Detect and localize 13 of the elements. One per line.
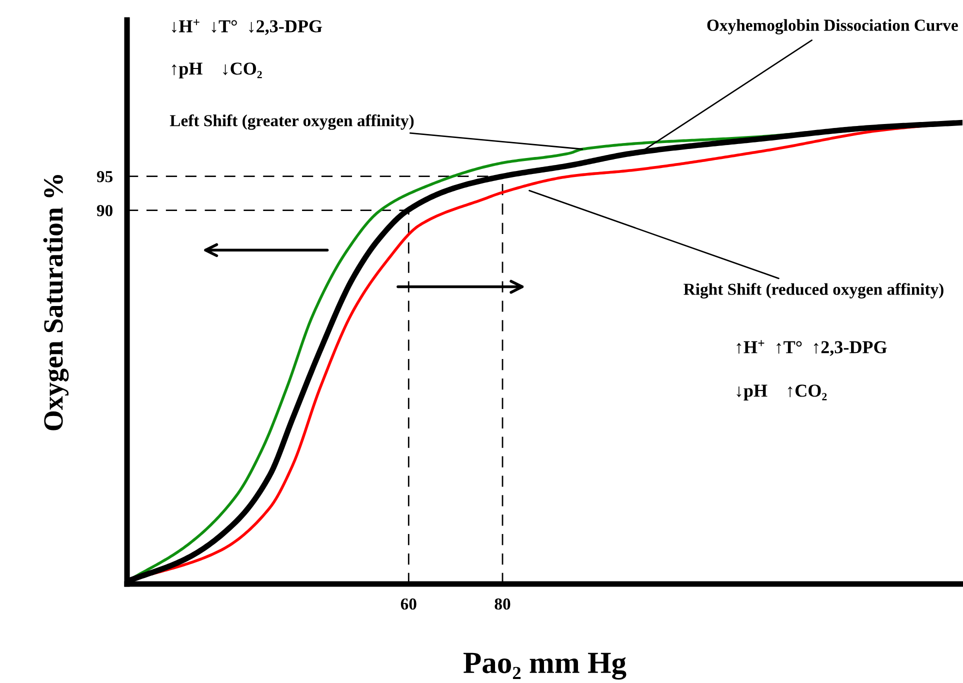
x-axis-title: Pao₂ mm Hg xyxy=(463,652,626,680)
annotation: ↓pH ↑CO₂ xyxy=(736,384,827,400)
x-tick-label: 80 xyxy=(494,598,510,610)
annotation: Left Shift (greater oxygen affinity) xyxy=(170,114,414,130)
annotation: ↓H$^{+}$ ↓T° ↓2,3-DPG xyxy=(172,19,322,35)
annotation: ↑H$^{+}$ ↑T° ↑2,3-DPG xyxy=(736,340,887,356)
y-tick-label: 95 xyxy=(96,171,113,182)
y-tick-label: 90 xyxy=(96,204,112,216)
annotation: Oxyhemoglobin Dissociation Curve xyxy=(707,19,958,34)
y-axis-title: Oxygen Saturation % xyxy=(43,174,69,430)
annotation: ↑pH ↓CO₂ xyxy=(172,62,262,78)
x-tick-label: 60 xyxy=(400,598,416,610)
annotation: Right Shift (reduced oxygen affinity) xyxy=(684,283,944,298)
